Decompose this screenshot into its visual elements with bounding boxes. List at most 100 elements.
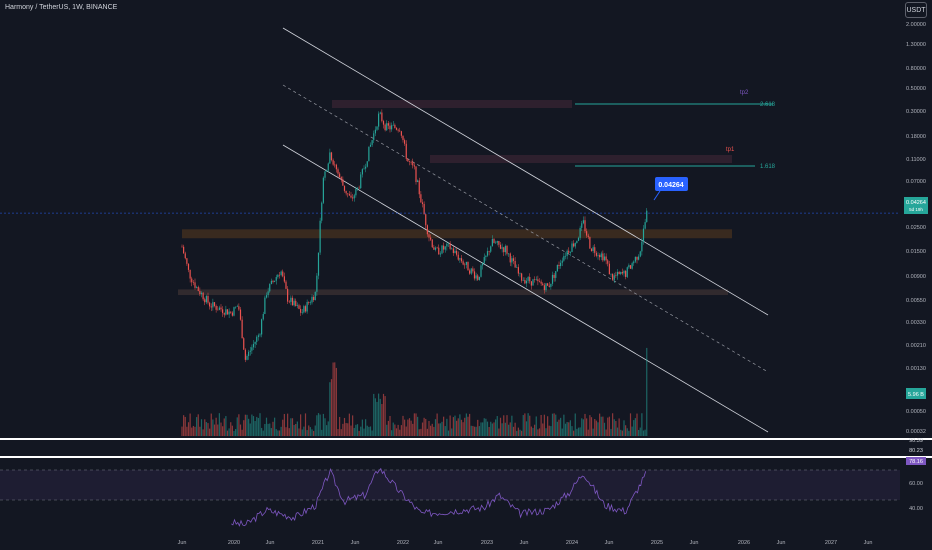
candle-body bbox=[449, 243, 451, 249]
candle-body bbox=[256, 336, 258, 342]
volume-bar bbox=[516, 430, 518, 436]
volume-bar bbox=[550, 426, 552, 436]
candle-body bbox=[506, 245, 508, 254]
currency-button[interactable]: USDT bbox=[905, 2, 927, 18]
volume-bar bbox=[356, 424, 359, 436]
volume-bar bbox=[485, 418, 487, 436]
volume-badge-value: 5.96 B bbox=[908, 392, 924, 398]
channel-upper[interactable] bbox=[282, 27, 769, 316]
zones bbox=[178, 100, 732, 296]
candle-body bbox=[447, 243, 450, 244]
volume-bar bbox=[603, 422, 606, 436]
volume-bar bbox=[501, 423, 503, 436]
channel-lower[interactable] bbox=[282, 144, 769, 433]
volume-bar bbox=[295, 423, 297, 436]
volume-bar bbox=[287, 413, 289, 436]
candle-body bbox=[478, 276, 480, 280]
volume-bar bbox=[345, 423, 347, 436]
rsi-current-value: 78.16 bbox=[909, 459, 923, 465]
volume-bar bbox=[499, 417, 502, 436]
rsi-axis[interactable]: 90.39 80.23 78.16 60.00 40.00 bbox=[906, 438, 926, 512]
volume-bar bbox=[371, 430, 373, 436]
volume-bar bbox=[454, 415, 456, 436]
candle-body bbox=[251, 347, 253, 351]
candle-body bbox=[626, 267, 628, 277]
volume-bar bbox=[241, 429, 243, 436]
volume-bar bbox=[326, 425, 328, 436]
volume-bar bbox=[269, 423, 271, 436]
candle-body bbox=[538, 281, 541, 282]
volume-bar bbox=[594, 419, 596, 436]
channel-mid[interactable] bbox=[282, 84, 769, 373]
volume-bar bbox=[469, 413, 471, 436]
candle-body bbox=[191, 278, 193, 283]
candle-body bbox=[605, 256, 607, 261]
volume-bar bbox=[327, 421, 329, 436]
volume-bar bbox=[459, 414, 461, 436]
volume-bar bbox=[386, 424, 388, 436]
volume-bars bbox=[181, 347, 648, 436]
volume-bar bbox=[308, 425, 310, 436]
candle-body bbox=[618, 271, 620, 274]
volume-bar bbox=[547, 416, 549, 436]
volume-bar bbox=[230, 422, 232, 436]
volume-bar bbox=[316, 415, 318, 436]
price-tick: 0.00130 bbox=[906, 366, 926, 372]
candle-body bbox=[298, 305, 300, 309]
volume-bar bbox=[512, 426, 515, 436]
candle-body bbox=[496, 241, 498, 243]
time-tick: 2026 bbox=[738, 540, 750, 546]
price-axis[interactable]: 2.00000 1.30000 0.80000 0.50000 0.30000 0.180… bbox=[906, 22, 926, 435]
volume-bar bbox=[447, 430, 450, 436]
candle-body bbox=[592, 247, 594, 252]
descending-channel[interactable] bbox=[282, 27, 769, 433]
candle-body bbox=[566, 250, 568, 256]
volume-bar bbox=[382, 393, 385, 436]
candle-body bbox=[407, 158, 409, 162]
volume-bar bbox=[329, 382, 331, 436]
pane-separator-bottom[interactable] bbox=[0, 456, 932, 458]
volume-bar bbox=[529, 415, 531, 436]
volume-bar bbox=[366, 425, 368, 436]
volume-bar bbox=[480, 422, 482, 436]
volume-bar bbox=[259, 413, 261, 436]
candle-body bbox=[532, 279, 534, 286]
volume-bar bbox=[629, 413, 632, 436]
volume-bar bbox=[267, 423, 269, 436]
volume-bar bbox=[218, 413, 220, 436]
volume-bar bbox=[350, 425, 352, 436]
volume-bar bbox=[564, 423, 567, 436]
candle-body bbox=[519, 273, 521, 275]
volume-bar bbox=[197, 414, 199, 436]
price-callout[interactable]: 0.04264 bbox=[653, 177, 688, 201]
volume-bar bbox=[379, 398, 381, 436]
candle-body bbox=[636, 256, 638, 260]
volume-bar bbox=[399, 429, 401, 436]
candle-body bbox=[356, 187, 359, 190]
pane-separator-top[interactable] bbox=[0, 438, 932, 440]
volume-bar bbox=[202, 429, 204, 436]
volume-bar bbox=[504, 422, 506, 436]
candle-body bbox=[641, 241, 643, 252]
time-tick: 2021 bbox=[312, 540, 324, 546]
volume-bar bbox=[555, 414, 557, 436]
volume-bar bbox=[254, 421, 256, 436]
tp1-zone bbox=[430, 155, 732, 163]
candle-body bbox=[197, 287, 199, 291]
candle-body bbox=[387, 123, 389, 126]
volume-bar bbox=[355, 424, 357, 436]
volume-bar bbox=[337, 429, 339, 436]
time-axis[interactable]: Jun 2020 Jun 2021 Jun 2022 Jun 2023 Jun 2024 Jun 20… bbox=[178, 540, 873, 546]
candle-body bbox=[249, 350, 251, 352]
volume-bar bbox=[451, 428, 453, 436]
volume-bar bbox=[517, 427, 519, 436]
tp2-level: 2.618 bbox=[760, 102, 776, 108]
chart-title: Harmony / TetherUS, 1W, BINANCE bbox=[5, 4, 118, 11]
candle-body bbox=[241, 319, 243, 339]
candle-body bbox=[261, 319, 263, 335]
volume-bar bbox=[508, 424, 510, 436]
time-tick: Jun bbox=[178, 540, 187, 546]
candle-body bbox=[382, 121, 385, 125]
volume-bar bbox=[207, 423, 209, 436]
